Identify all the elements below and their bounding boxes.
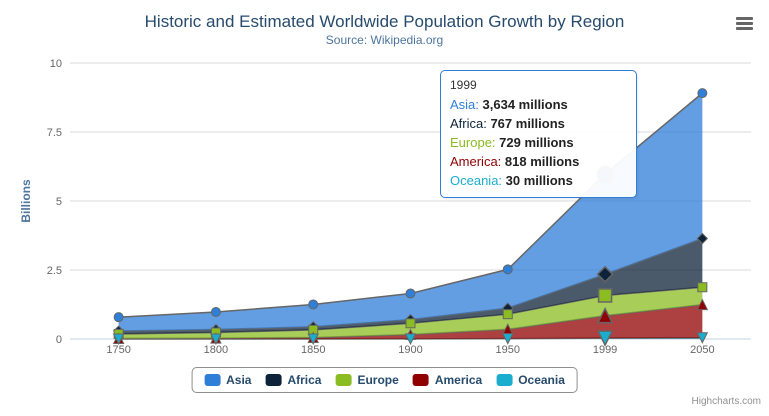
- marker-asia[interactable]: [697, 88, 708, 99]
- x-axis-label: 1900: [398, 344, 422, 356]
- y-axis-label: 0: [56, 334, 62, 346]
- legend-item-asia[interactable]: Asia: [204, 373, 251, 387]
- credits-link[interactable]: Highcharts.com: [691, 396, 761, 407]
- legend-label: Asia: [226, 373, 252, 387]
- y-axis-label: 7.5: [47, 127, 62, 139]
- tooltip-row-oceania: Oceania: 30 millions: [450, 171, 627, 190]
- tooltip-series-name: Oceania:: [450, 173, 503, 188]
- tooltip-series-value: 818 millions: [501, 154, 580, 169]
- tooltip-row-europe: Europe: 729 millions: [450, 133, 627, 152]
- marker-asia[interactable]: [210, 307, 221, 318]
- marker-europe[interactable]: [405, 318, 416, 329]
- x-axis-label: 1950: [496, 344, 520, 356]
- y-axis-label: 10: [50, 58, 62, 70]
- page-title: Historic and Estimated Worldwide Populat…: [144, 12, 625, 31]
- area-africa[interactable]: [118, 238, 703, 334]
- legend: Asia Africa Europe America Oceania: [191, 367, 578, 393]
- tooltip-series-value: 729 millions: [495, 135, 574, 150]
- tooltip-row-asia: Asia: 3,634 millions: [450, 95, 627, 114]
- legend-swatch-icon: [412, 374, 429, 386]
- marker-oceania[interactable]: [596, 330, 614, 347]
- x-axis-label: 1800: [204, 344, 228, 356]
- tooltip-series-name: Europe:: [450, 135, 496, 150]
- y-axis-label: 2.5: [47, 265, 62, 277]
- marker-asia[interactable]: [113, 312, 124, 323]
- tooltip-row-africa: Africa: 767 millions: [450, 114, 627, 133]
- marker-asia[interactable]: [308, 299, 319, 310]
- marker-europe[interactable]: [502, 309, 513, 320]
- tooltip-rows: Asia: 3,634 millions Africa: 767 millions…: [450, 95, 627, 190]
- x-axis-label: 1750: [106, 344, 130, 356]
- marker-oceania[interactable]: [501, 333, 514, 345]
- legend-swatch-icon: [335, 374, 352, 386]
- marker-africa[interactable]: [696, 232, 709, 245]
- marker-europe[interactable]: [597, 288, 613, 303]
- marker-asia[interactable]: [502, 264, 513, 275]
- x-axis-label: 1850: [301, 344, 325, 356]
- marker-asia[interactable]: [405, 288, 416, 299]
- marker-america[interactable]: [596, 306, 614, 324]
- legend-label: Africa: [287, 373, 322, 387]
- tooltip-header: 1999: [450, 78, 477, 92]
- legend-swatch-icon: [204, 374, 221, 386]
- marker-america[interactable]: [696, 298, 709, 311]
- tooltip-series-value: 767 millions: [486, 116, 565, 131]
- x-axis-label: 2050: [690, 344, 714, 356]
- legend-label: Europe: [357, 373, 399, 387]
- legend-item-africa[interactable]: Africa: [265, 373, 321, 387]
- x-axis-label: 1999: [593, 344, 617, 356]
- tooltip-series-value: 30 millions: [502, 173, 573, 188]
- marker-oceania[interactable]: [307, 333, 320, 346]
- chart-subtitle: Source: Wikipedia.org: [325, 33, 444, 47]
- tooltip-series-name: Africa:: [450, 116, 487, 131]
- legend-swatch-icon: [265, 374, 282, 386]
- legend-swatch-icon: [496, 374, 513, 386]
- tooltip: 1999 Asia: 3,634 millions Africa: 767 mil…: [440, 70, 637, 198]
- tooltip-series-name: Asia:: [450, 97, 479, 112]
- marker-oceania[interactable]: [696, 332, 709, 344]
- legend-label: Oceania: [518, 373, 565, 387]
- legend-label: America: [434, 373, 483, 387]
- marker-africa[interactable]: [596, 265, 614, 283]
- marker-oceania[interactable]: [210, 333, 222, 346]
- legend-item-europe[interactable]: Europe: [335, 373, 399, 387]
- tooltip-series-value: 3,634 millions: [478, 97, 568, 112]
- y-axis-title: Billions: [19, 179, 33, 223]
- marker-europe[interactable]: [697, 282, 708, 293]
- area-asia[interactable]: [118, 93, 703, 332]
- marker-oceania[interactable]: [404, 333, 417, 345]
- legend-item-america[interactable]: America: [412, 373, 483, 387]
- hamburger-menu-icon[interactable]: [736, 17, 754, 31]
- tooltip-series-name: America:: [450, 154, 502, 169]
- legend-item-oceania[interactable]: Oceania: [496, 373, 565, 387]
- area-america[interactable]: [118, 304, 703, 339]
- y-axis-label: 5: [56, 196, 62, 208]
- marker-oceania[interactable]: [112, 333, 125, 346]
- tooltip-row-america: America: 818 millions: [450, 152, 627, 171]
